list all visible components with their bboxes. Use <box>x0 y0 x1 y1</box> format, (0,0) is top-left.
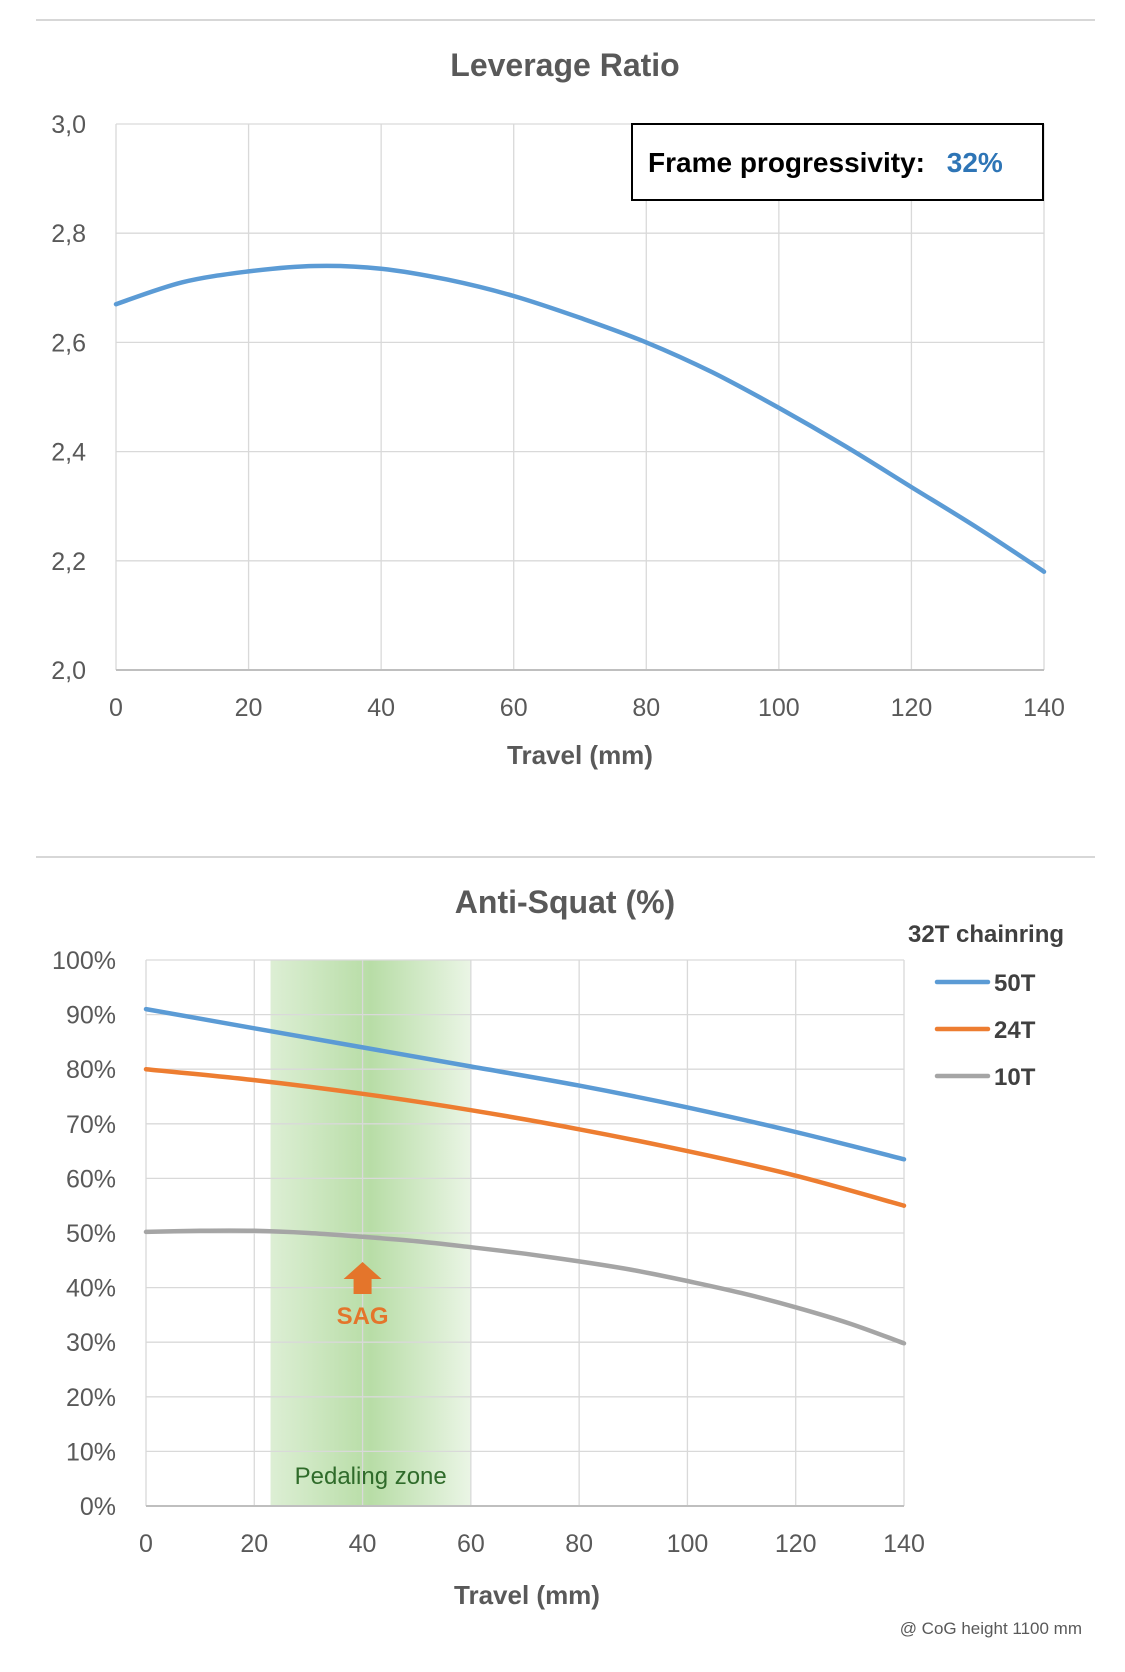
x-tick-label: 0 <box>109 694 123 722</box>
y-tick-label: 60% <box>66 1165 116 1193</box>
legend-label-24T: 24T <box>994 1017 1036 1044</box>
leverage-gridlines <box>115 123 1045 671</box>
anti-squat-series <box>143 1006 907 1346</box>
x-tick-label: 40 <box>367 694 395 722</box>
x-tick-label: 100 <box>758 694 800 722</box>
y-tick-label: 3,0 <box>51 111 86 139</box>
leverage-ratio-chart: Leverage Ratio 2,0 2,2 2,4 2,6 2,8 3,0 0 20 40 6… <box>36 19 1095 770</box>
series-line-10T <box>143 1228 907 1346</box>
y-tick-label: 70% <box>66 1111 116 1139</box>
y-tick-label: 2,8 <box>51 220 86 248</box>
leverage-chart-title: Leverage Ratio <box>450 47 679 83</box>
progressivity-value: 32% <box>947 147 1003 178</box>
x-tick-label: 0 <box>139 1530 153 1558</box>
sag-label: SAG <box>337 1303 389 1330</box>
leverage-x-tick-labels: 0 20 40 60 80 100 120 140 <box>109 694 1065 722</box>
x-tick-label: 60 <box>500 694 528 722</box>
anti-squat-x-axis-label: Travel (mm) <box>454 1580 600 1610</box>
legend-label-50T: 50T <box>994 970 1036 997</box>
anti-squat-x-tick-labels: 0 20 40 60 80 100 120 140 <box>139 1530 925 1558</box>
series-line-24T <box>143 1066 907 1208</box>
anti-squat-y-tick-labels: 0% 10% 20% 30% 40% 50% 60% 70% 80% 90% 100% <box>52 947 116 1521</box>
footnote: @ CoG height 1100 mm <box>900 1619 1082 1638</box>
legend-title: 32T chainring <box>908 921 1064 948</box>
x-tick-label: 120 <box>775 1530 817 1558</box>
series-line-0 <box>113 263 1047 574</box>
leverage-x-axis-label: Travel (mm) <box>507 740 653 770</box>
anti-squat-gridlines <box>145 959 905 1507</box>
progressivity-label: Frame progressivity: <box>648 147 925 178</box>
x-tick-label: 20 <box>235 694 263 722</box>
legend: 32T chainring 50T 24T 10T <box>908 921 1064 1091</box>
leverage-series <box>113 263 1047 574</box>
x-tick-label: 20 <box>240 1530 268 1558</box>
series-line-50T <box>143 1006 907 1162</box>
x-tick-label: 140 <box>883 1530 925 1558</box>
y-tick-label: 2,4 <box>51 439 86 467</box>
legend-label-10T: 10T <box>994 1064 1036 1091</box>
y-tick-label: 2,2 <box>51 548 86 576</box>
y-tick-label: 40% <box>66 1275 116 1303</box>
anti-squat-chart: Anti-Squat (%) 0% 10% 20% 30% 40% 50% 60% 70% 80… <box>36 856 1095 1638</box>
y-tick-label: 20% <box>66 1384 116 1412</box>
x-tick-label: 120 <box>891 694 933 722</box>
y-tick-label: 90% <box>66 1002 116 1030</box>
leverage-y-tick-labels: 2,0 2,2 2,4 2,6 2,8 3,0 <box>51 111 86 685</box>
x-tick-label: 140 <box>1023 694 1065 722</box>
y-tick-label: 10% <box>66 1438 116 1466</box>
y-tick-label: 30% <box>66 1329 116 1357</box>
sag-arrow-icon <box>343 1262 382 1294</box>
legend-entries: 50T 24T 10T <box>934 970 1036 1091</box>
y-tick-label: 2,0 <box>51 657 86 685</box>
y-tick-label: 2,6 <box>51 329 86 357</box>
progressivity-box: Frame progressivity: 32% <box>631 123 1044 201</box>
x-tick-label: 80 <box>632 694 660 722</box>
svg-text:Frame progressivity: 3: Frame progressivity: 32% <box>648 147 1003 178</box>
y-tick-label: 100% <box>52 947 116 975</box>
y-tick-label: 50% <box>66 1220 116 1248</box>
anti-squat-chart-title: Anti-Squat (%) <box>455 884 675 920</box>
x-tick-label: 60 <box>457 1530 485 1558</box>
pedaling-zone-label: Pedaling zone <box>295 1463 447 1490</box>
x-tick-label: 100 <box>667 1530 709 1558</box>
y-tick-label: 80% <box>66 1056 116 1084</box>
x-tick-label: 80 <box>565 1530 593 1558</box>
x-tick-label: 40 <box>349 1530 377 1558</box>
y-tick-label: 0% <box>80 1493 116 1521</box>
